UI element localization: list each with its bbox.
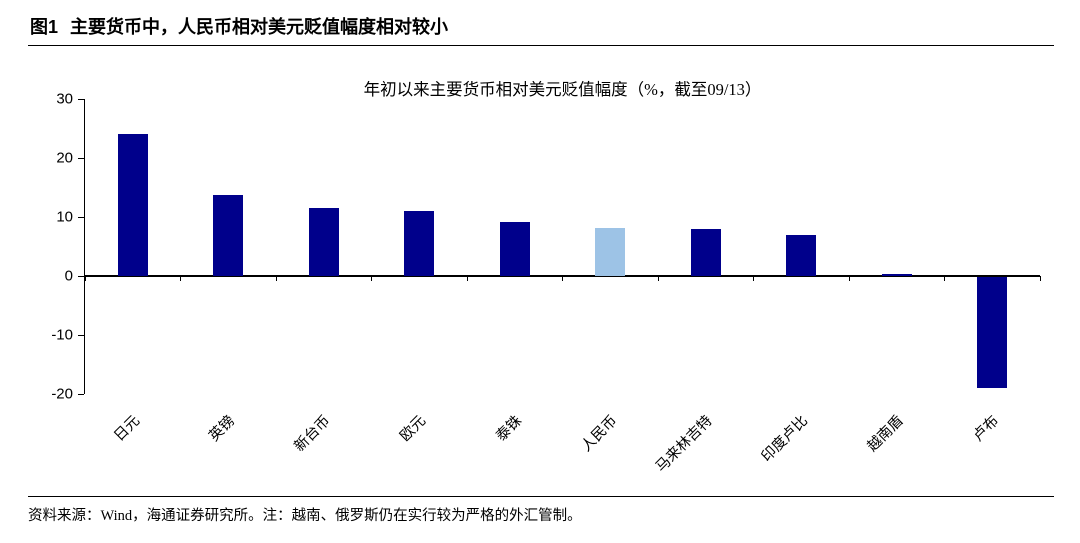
y-axis-label: 30 bbox=[56, 90, 73, 108]
x-axis-label: 人民币 bbox=[578, 412, 621, 455]
x-axis-tick bbox=[944, 276, 945, 281]
y-axis-line bbox=[83, 99, 85, 394]
y-axis-tick bbox=[78, 98, 84, 100]
x-axis-label: 印度卢比 bbox=[759, 412, 812, 466]
x-axis-tick bbox=[753, 276, 754, 281]
bar-马来林吉特 bbox=[690, 228, 721, 276]
x-axis-label: 英镑 bbox=[206, 412, 239, 445]
chart-title: 年初以来主要货币相对美元贬值幅度（%，截至09/13） bbox=[363, 80, 762, 99]
x-axis-tick bbox=[562, 276, 563, 281]
x-axis-label: 马来林吉特 bbox=[653, 412, 716, 476]
bar-泰铢 bbox=[499, 221, 530, 276]
bar-欧元 bbox=[404, 211, 435, 276]
x-axis-label: 欧元 bbox=[397, 412, 430, 445]
y-axis-label: 10 bbox=[56, 208, 73, 226]
x-axis-tick bbox=[275, 276, 277, 281]
figure-header: 图1 主要货币中，人民币相对美元贬值幅度相对较小 bbox=[30, 13, 448, 39]
y-axis-label: -10 bbox=[51, 326, 73, 344]
x-axis-tick bbox=[180, 276, 181, 281]
x-axis-tick bbox=[1039, 276, 1041, 281]
x-axis-label: 日元 bbox=[111, 412, 143, 445]
x-axis-label: 卢布 bbox=[970, 412, 1003, 445]
bar-人民币 bbox=[595, 227, 626, 276]
x-axis-tick bbox=[657, 276, 659, 281]
bar-新台币 bbox=[308, 207, 339, 276]
bar-日元 bbox=[117, 134, 148, 276]
y-axis-tick bbox=[78, 275, 84, 277]
y-axis-tick bbox=[78, 157, 84, 159]
bar-英镑 bbox=[213, 195, 244, 276]
y-axis-label: 0 bbox=[64, 267, 73, 285]
y-axis-tick bbox=[78, 216, 84, 218]
x-axis-tick bbox=[84, 276, 86, 281]
x-axis-label: 泰铢 bbox=[493, 412, 525, 445]
y-axis-tick bbox=[78, 334, 84, 336]
bar-越南盾 bbox=[881, 273, 912, 276]
header-divider bbox=[28, 45, 1054, 46]
source-note: 资料来源：Wind，海通证券研究所。注：越南、俄罗斯仍在实行较为严格的外汇管制。 bbox=[28, 508, 582, 524]
x-axis-tick bbox=[848, 276, 850, 281]
figure-label: 图1 bbox=[30, 17, 59, 37]
x-axis-tick bbox=[371, 276, 372, 281]
bar-卢布 bbox=[977, 276, 1008, 388]
x-axis-label: 越南盾 bbox=[864, 412, 907, 455]
footer-divider bbox=[28, 496, 1054, 497]
y-axis-label: 20 bbox=[56, 149, 73, 167]
y-axis-tick bbox=[78, 393, 84, 395]
figure-title: 主要货币中，人民币相对美元贬值幅度相对较小 bbox=[70, 17, 449, 37]
y-axis-label: -20 bbox=[51, 385, 73, 403]
x-axis-tick bbox=[466, 276, 468, 281]
x-axis-label: 新台币 bbox=[291, 412, 334, 455]
bar-印度卢比 bbox=[786, 234, 817, 276]
